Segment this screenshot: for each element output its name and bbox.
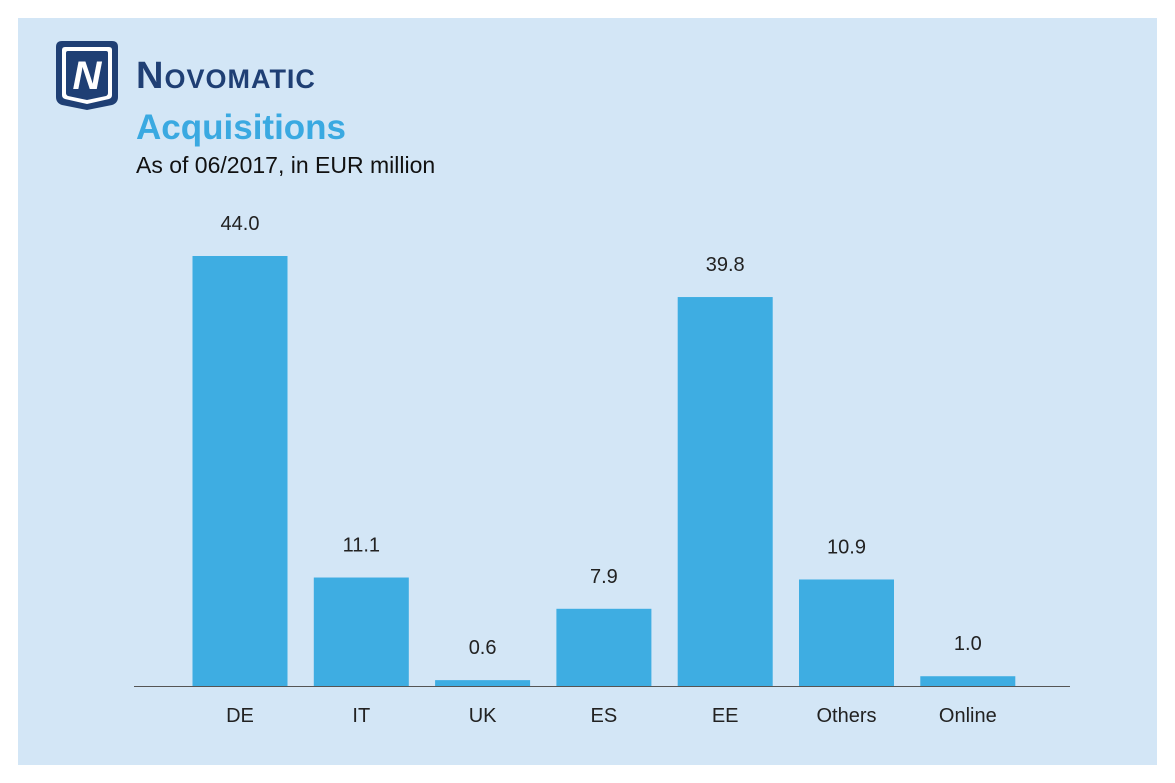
category-label-es: ES: [591, 705, 618, 727]
category-label-it: IT: [352, 705, 370, 727]
bar-ee: [677, 297, 773, 686]
bar-de: [192, 256, 288, 686]
value-label-it: 11.1: [343, 535, 380, 557]
value-label-de: 44.0: [221, 213, 260, 235]
logo-letter: N: [73, 54, 103, 98]
bar-others: [799, 579, 894, 686]
value-label-online: 1.0: [954, 633, 982, 655]
bar-it: [313, 577, 409, 686]
chart-subtitle: As of 06/2017, in EUR million: [136, 152, 436, 178]
category-label-de: DE: [226, 705, 254, 727]
category-label-uk: UK: [469, 705, 497, 727]
bar-uk: [435, 680, 531, 686]
bar-es: [556, 608, 652, 686]
category-label-ee: EE: [712, 705, 739, 727]
category-label-online: Online: [939, 705, 997, 727]
novomatic-logo-icon: N: [54, 39, 120, 116]
brand-name: Novomatic: [136, 55, 316, 97]
bar-online: [920, 676, 1016, 686]
value-label-ee: 39.8: [706, 254, 745, 276]
chart-title: Acquisitions: [136, 108, 347, 147]
value-label-uk: 0.6: [469, 637, 497, 659]
value-label-others: 10.9: [827, 536, 866, 558]
value-label-es: 7.9: [590, 566, 618, 588]
category-label-others: Others: [816, 705, 876, 727]
